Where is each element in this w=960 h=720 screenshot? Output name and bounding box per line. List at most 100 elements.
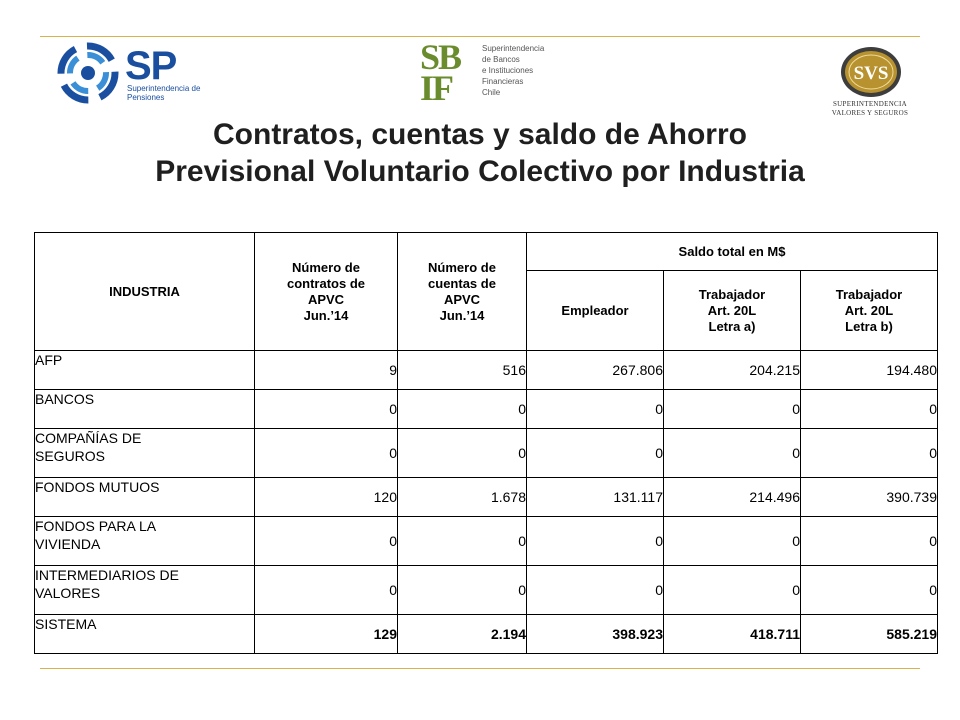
sbif-line: Financieras [482,77,524,86]
header-line: contratos de [286,275,365,291]
cell-empleador: 0 [526,428,664,478]
industry-name-line: COMPAÑÍAS DE [35,430,142,446]
industry-name-line: AFP [35,352,63,368]
sp-emblem-icon [57,42,119,104]
cell-empleador: 0 [526,389,664,429]
sp-logo: SP Superintendencia de Pensiones [55,40,215,106]
svs-subtitle-line: SUPERINTENDENCIA [832,100,908,108]
industry-name-line: INTERMEDIARIOS DE [35,567,179,583]
bottom-divider [40,668,920,669]
industry-name-line: VALORES [35,585,101,601]
title-line-1: Contratos, cuentas y saldo de Ahorro [213,118,747,151]
table-row-total: SISTEMA 129 2.194 398.923 418.711 585.21… [34,614,938,654]
sbif-mark-top: SB [420,37,462,77]
apvc-table: INDUSTRIA Número de contratos de APVC Ju… [34,232,938,654]
table-row: COMPAÑÍAS DE SEGUROS 0 0 0 0 0 [34,428,938,478]
cell-contratos: 0 [254,389,398,429]
industry-name: FONDOS PARA LA VIVIENDA [34,516,255,566]
cell-trabajador-a: 204.215 [663,350,801,390]
svs-logo-subtitle: SUPERINTENDENCIA VALORES Y SEGUROS [822,100,918,118]
table-row: BANCOS 0 0 0 0 0 [34,389,938,429]
cell-cuentas: 0 [397,516,527,566]
header-line: Número de [292,259,360,275]
cell-contratos: 0 [254,565,398,615]
cell-trabajador-b: 0 [800,516,938,566]
page-title: Contratos, cuentas y saldo de Ahorro Pre… [40,116,920,190]
sbif-logo-mark: SB IF [420,37,462,108]
sbif-mark-bottom: IF [420,68,454,108]
header-saldo: Saldo total en M$ [526,232,938,271]
header-line: Jun.’14 [439,307,485,323]
industry-name-line: VIVIENDA [35,536,101,552]
sbif-line: Chile [482,88,501,97]
cell-contratos-total: 129 [254,614,398,654]
top-divider [40,36,920,37]
header-line: Trabajador [835,286,903,302]
cell-empleador: 267.806 [526,350,664,390]
header-empleador: Empleador [526,270,664,351]
industry-name: BANCOS [34,389,255,429]
table-row: FONDOS PARA LA VIVIENDA 0 0 0 0 0 [34,516,938,566]
sp-subtitle-line: Superintendencia de [127,84,201,93]
sbif-logo-text: Superintendencia de Bancos e Institucion… [482,43,544,98]
header-industria: INDUSTRIA [34,232,255,351]
cell-contratos: 0 [254,428,398,478]
industry-name: AFP [34,350,255,390]
header-line: Letra b) [845,318,893,334]
header-line: Art. 20L [844,302,894,318]
svs-subtitle-line: VALORES Y SEGUROS [831,109,909,117]
header-line: APVC [443,291,481,307]
cell-trabajador-a: 214.496 [663,477,801,517]
cell-trabajador-b: 0 [800,428,938,478]
cell-contratos: 120 [254,477,398,517]
cell-contratos: 9 [254,350,398,390]
cell-cuentas: 0 [397,389,527,429]
header-line: Trabajador [698,286,766,302]
header-line: cuentas de [428,275,496,291]
cell-trabajador-b-total: 585.219 [800,614,938,654]
svs-emblem-icon: SVS [841,47,901,97]
cell-trabajador-b: 390.739 [800,477,938,517]
sp-subtitle-line: Pensiones [127,93,165,102]
header-line: APVC [307,291,345,307]
cell-trabajador-a-total: 418.711 [663,614,801,654]
industry-name-line: FONDOS MUTUOS [35,479,160,495]
cell-trabajador-b: 0 [800,389,938,429]
cell-cuentas-total: 2.194 [397,614,527,654]
cell-empleador: 131.117 [526,477,664,517]
table-row: AFP 9 516 267.806 204.215 194.480 [34,350,938,390]
svs-logo: SVS SUPERINTENDENCIA VALORES Y SEGUROS [816,44,916,124]
header-line: Letra a) [708,318,756,334]
cell-trabajador-b: 0 [800,565,938,615]
header-trabajador-b: Trabajador Art. 20L Letra b) [800,270,938,351]
industry-name-line: FONDOS PARA LA [35,518,157,534]
cell-cuentas: 1.678 [397,477,527,517]
sbif-line: Superintendencia [482,44,545,53]
cell-trabajador-a: 0 [663,428,801,478]
svs-mark-text: SVS [854,63,889,84]
industry-name: FONDOS MUTUOS [34,477,255,517]
cell-empleador: 0 [526,565,664,615]
industry-name-line: BANCOS [35,391,95,407]
sp-logo-mark: SP [125,44,177,88]
header-trabajador-a: Trabajador Art. 20L Letra a) [663,270,801,351]
sbif-line: e Instituciones [482,66,534,75]
cell-empleador: 0 [526,516,664,566]
cell-cuentas: 0 [397,565,527,615]
header-line: Art. 20L [707,302,757,318]
header-cuentas: Número de cuentas de APVC Jun.’14 [397,232,527,351]
industry-name-line: SEGUROS [35,448,106,464]
cell-cuentas: 0 [397,428,527,478]
header-contratos: Número de contratos de APVC Jun.’14 [254,232,398,351]
table-row: FONDOS MUTUOS 120 1.678 131.117 214.496 … [34,477,938,517]
title-line-2: Previsional Voluntario Colectivo por Ind… [155,155,805,188]
cell-trabajador-a: 0 [663,565,801,615]
industry-name: COMPAÑÍAS DE SEGUROS [34,428,255,478]
industry-name: INTERMEDIARIOS DE VALORES [34,565,255,615]
table-row: INTERMEDIARIOS DE VALORES 0 0 0 0 0 [34,565,938,615]
cell-cuentas: 516 [397,350,527,390]
header-line: Jun.’14 [303,307,349,323]
cell-trabajador-a: 0 [663,389,801,429]
cell-contratos: 0 [254,516,398,566]
sbif-logo: SB IF Superintendencia de Bancos e Insti… [420,37,550,108]
